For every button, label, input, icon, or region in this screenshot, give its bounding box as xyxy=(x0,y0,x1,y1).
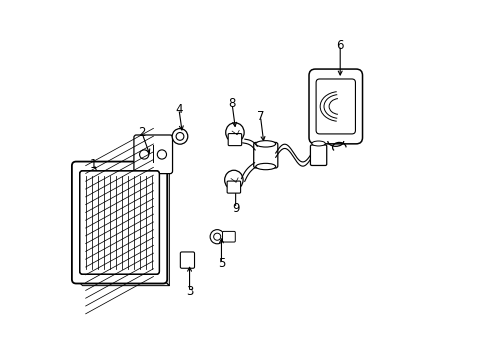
FancyBboxPatch shape xyxy=(72,162,167,283)
FancyBboxPatch shape xyxy=(310,145,326,166)
FancyBboxPatch shape xyxy=(80,171,159,274)
Ellipse shape xyxy=(311,141,325,146)
Text: 5: 5 xyxy=(217,257,224,270)
Polygon shape xyxy=(76,279,169,285)
Circle shape xyxy=(157,150,166,159)
Text: 8: 8 xyxy=(228,97,235,110)
FancyBboxPatch shape xyxy=(228,134,241,145)
Circle shape xyxy=(139,150,148,159)
Circle shape xyxy=(176,132,183,140)
FancyBboxPatch shape xyxy=(308,69,362,144)
FancyBboxPatch shape xyxy=(134,135,172,174)
FancyBboxPatch shape xyxy=(226,181,240,193)
Ellipse shape xyxy=(255,141,275,147)
Ellipse shape xyxy=(225,123,244,142)
Text: 9: 9 xyxy=(231,202,239,215)
Text: 1: 1 xyxy=(90,158,98,171)
FancyBboxPatch shape xyxy=(222,231,235,242)
Ellipse shape xyxy=(224,170,243,190)
FancyBboxPatch shape xyxy=(315,79,355,134)
Polygon shape xyxy=(163,166,169,285)
Text: 4: 4 xyxy=(175,103,183,116)
Circle shape xyxy=(213,233,220,240)
Circle shape xyxy=(210,230,224,244)
Ellipse shape xyxy=(255,163,275,170)
FancyBboxPatch shape xyxy=(253,143,277,168)
Text: 2: 2 xyxy=(138,126,145,139)
Circle shape xyxy=(172,129,187,144)
Text: 6: 6 xyxy=(336,39,343,52)
FancyBboxPatch shape xyxy=(180,252,194,268)
Text: 7: 7 xyxy=(256,110,264,123)
Text: 3: 3 xyxy=(185,285,193,298)
